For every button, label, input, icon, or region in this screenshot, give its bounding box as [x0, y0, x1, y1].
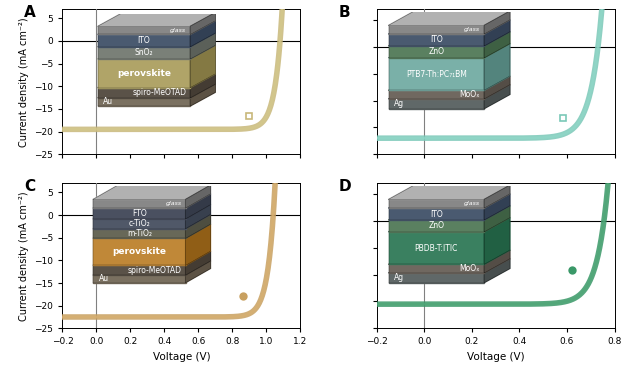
Y-axis label: Current density (mA cm⁻²): Current density (mA cm⁻²) [19, 17, 29, 147]
Text: B: B [339, 5, 350, 20]
Text: A: A [24, 5, 36, 20]
Y-axis label: Current density (mA cm⁻²): Current density (mA cm⁻²) [19, 191, 29, 321]
X-axis label: Voltage (V): Voltage (V) [153, 352, 210, 362]
Text: C: C [24, 179, 36, 194]
Text: D: D [339, 179, 351, 194]
X-axis label: Voltage (V): Voltage (V) [467, 352, 524, 362]
